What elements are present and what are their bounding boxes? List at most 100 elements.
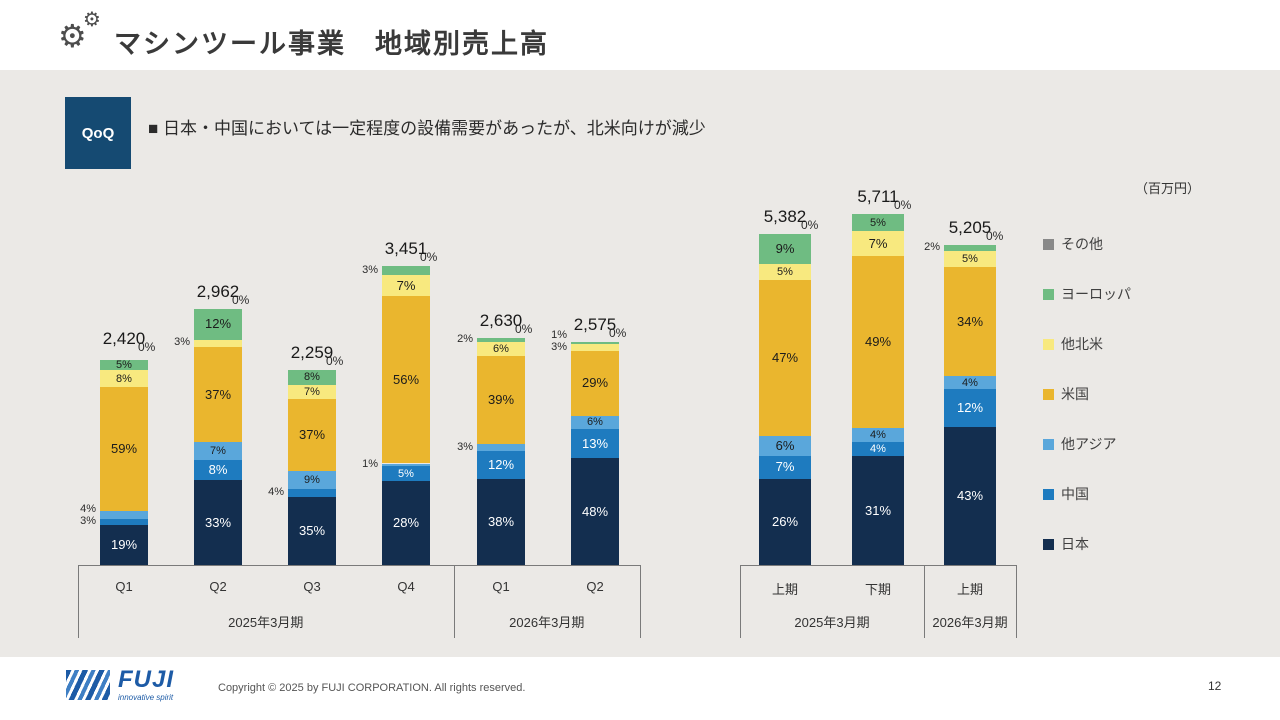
bar-segment xyxy=(571,342,619,345)
bar-segment xyxy=(944,388,996,428)
axis-tick-label: 上期 xyxy=(956,582,983,597)
bar-segment xyxy=(852,213,904,232)
bar-segment xyxy=(194,442,242,460)
bar-segment xyxy=(100,518,148,526)
bar-segment xyxy=(194,480,242,565)
bar-segment xyxy=(382,466,430,482)
fuji-logo-mark xyxy=(66,670,110,700)
bar-segment xyxy=(571,344,619,352)
bar-segment xyxy=(944,427,996,565)
segment-label: 33% xyxy=(204,514,232,530)
segment-label: 37% xyxy=(204,386,232,402)
bar-segment xyxy=(944,267,996,377)
axis-tick-label: 下期 xyxy=(864,582,891,597)
segment-label: 34% xyxy=(956,313,984,329)
legend-item: 他アジア xyxy=(1043,436,1193,452)
page-number: 12 xyxy=(1208,679,1222,693)
segment-label: 8% xyxy=(116,372,132,385)
legend-item: その他 xyxy=(1043,236,1193,252)
unit-label: （百万円） xyxy=(1134,181,1200,196)
segment-label: 48% xyxy=(581,503,609,519)
legend-item: 日本 xyxy=(1043,536,1193,552)
segment-label: 28% xyxy=(392,515,420,531)
segment-label: 0% xyxy=(515,321,533,336)
legend-label: 他アジア xyxy=(1061,436,1117,452)
segment-label: 49% xyxy=(864,333,892,349)
segment-label: 4% xyxy=(870,429,886,442)
legend-label: 他北米 xyxy=(1061,336,1103,352)
bar-segment xyxy=(944,376,996,389)
bar-segment xyxy=(288,496,336,565)
segment-label: 6% xyxy=(587,416,603,429)
legend-label: 米国 xyxy=(1061,386,1089,402)
gear-icon: ⚙ ⚙ xyxy=(58,10,112,62)
axis-tick-label: Q4 xyxy=(397,579,415,594)
bar-segment xyxy=(100,525,148,565)
segment-label: 3% xyxy=(362,263,378,276)
axis-divider xyxy=(924,565,925,638)
axis-divider xyxy=(78,565,79,638)
axis-divider xyxy=(1016,565,1017,638)
bar-total-label: 5,382 xyxy=(763,207,807,226)
title-bar: ⚙ ⚙ マシンツール事業 地域別売上高 xyxy=(0,0,1280,70)
segment-label: 0% xyxy=(986,228,1004,243)
fuji-logo: FUJI innovative spirit xyxy=(66,668,174,702)
bar-segment xyxy=(194,308,242,340)
bar-total-label: 5,711 xyxy=(857,186,899,206)
bar-total-label: 2,575 xyxy=(573,315,617,335)
segment-label: 5% xyxy=(116,359,132,372)
bar-segment xyxy=(852,255,904,428)
bar-segment xyxy=(944,244,996,252)
legend-label: ヨーロッパ xyxy=(1061,286,1131,302)
segment-label: 7% xyxy=(210,444,226,457)
segment-label: 5% xyxy=(398,467,414,480)
bar-segment xyxy=(382,481,430,565)
bar-segment xyxy=(852,231,904,256)
segment-label: 7% xyxy=(868,235,888,251)
axis-group-label: 2025年3月期 xyxy=(228,615,304,630)
axis-divider xyxy=(740,565,741,638)
segment-label: 3% xyxy=(174,336,190,349)
axis-tick-label: Q2 xyxy=(586,579,604,594)
segment-label: 4% xyxy=(870,443,886,456)
bar-segment xyxy=(194,459,242,481)
bar-total-label: 3,451 xyxy=(384,239,428,259)
bar-segment xyxy=(288,488,336,497)
axis-tick-label: Q1 xyxy=(115,579,133,594)
segment-label: 19% xyxy=(110,537,138,553)
bar-total-label: 2,630 xyxy=(479,310,523,330)
bar-segment xyxy=(571,458,619,565)
legend-swatch xyxy=(1043,438,1054,450)
bar-segment xyxy=(852,428,904,443)
segment-label: 0% xyxy=(326,353,344,368)
bar-segment xyxy=(571,415,619,430)
legend-label: 日本 xyxy=(1061,536,1089,552)
bar-segment xyxy=(477,337,525,343)
legend-label: 中国 xyxy=(1061,486,1089,502)
axis-baseline xyxy=(78,565,640,566)
axis-divider xyxy=(453,565,455,638)
bar-total-label: 5,205 xyxy=(948,217,992,237)
segment-label: 3% xyxy=(551,340,567,353)
bar-total-label: 2,420 xyxy=(102,328,146,348)
legend-swatch xyxy=(1043,338,1054,350)
segment-label: 0% xyxy=(801,218,819,232)
segment-label: 43% xyxy=(956,488,984,504)
segment-label: 0% xyxy=(232,292,250,307)
segment-label: 1% xyxy=(551,328,567,341)
copyright-text: Copyright © 2025 by FUJI CORPORATION. Al… xyxy=(218,682,526,694)
bar-segment xyxy=(288,471,336,489)
segment-label: 39% xyxy=(487,392,515,408)
footer: FUJI innovative spirit Copyright © 2025 … xyxy=(0,657,1280,720)
legend-item: ヨーロッパ xyxy=(1043,286,1193,302)
axis-tick-label: Q2 xyxy=(209,579,227,594)
segment-label: 37% xyxy=(298,427,326,443)
segment-label: 6% xyxy=(493,342,509,355)
bar-segment xyxy=(382,296,430,464)
segment-label: 6% xyxy=(775,437,795,453)
segment-label: 29% xyxy=(581,375,609,391)
bar-segment xyxy=(288,369,336,386)
segment-label: 5% xyxy=(870,216,886,229)
legend-swatch xyxy=(1043,238,1054,250)
